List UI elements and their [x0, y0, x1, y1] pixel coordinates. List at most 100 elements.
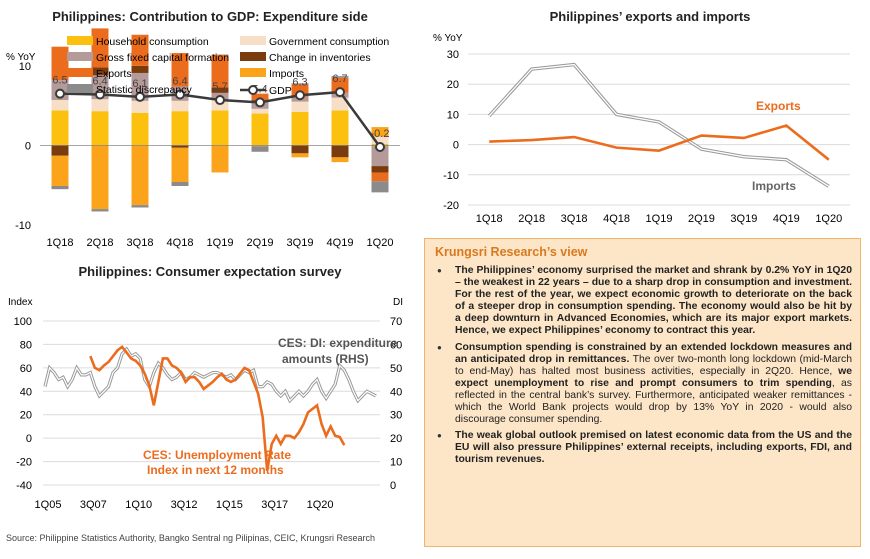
x-tick-label: 3Q19 — [287, 237, 314, 249]
x-tick-label: 1Q10 — [125, 499, 152, 511]
trade-chart-title: Philippines’ exports and imports — [549, 9, 751, 24]
survey-chart-title: Philippines: Consumer expectation survey — [78, 264, 342, 279]
y-right-tick-label: 20 — [390, 433, 402, 445]
y-left-tick-label: 20 — [20, 410, 32, 422]
y-tick-label: 30 — [447, 49, 459, 61]
gdp-data-label: 6.1 — [132, 78, 147, 90]
gdp-point — [55, 88, 65, 99]
bar-segment-exports — [91, 28, 109, 68]
y-tick-label: -10 — [443, 170, 459, 182]
bar-segment-discrepancy — [171, 182, 189, 186]
gdp-point — [335, 87, 345, 98]
gdp-data-label: -0.2 — [371, 128, 390, 140]
y-left-tick-label: -40 — [16, 480, 32, 492]
research-bullet-2-body: The over two-month long lockdown (mid-Ma… — [455, 353, 853, 377]
bar-segment-government — [211, 100, 229, 111]
research-bullet-2-tail: , as reflected in the central bank’s sur… — [455, 377, 852, 426]
x-tick-label: 1Q05 — [35, 499, 62, 511]
source-note: Source: Philippine Statistics Authority,… — [6, 533, 376, 543]
bar-segment-imports — [291, 153, 309, 158]
x-tick-label: 1Q19 — [207, 237, 234, 249]
x-tick-label: 3Q18 — [561, 213, 588, 225]
imports-series-label: Imports — [752, 179, 796, 193]
bar-segment-imports — [91, 145, 109, 210]
bar-segment-inventories — [211, 87, 229, 93]
bar-segment-household — [291, 111, 309, 146]
bar-segment-imports — [131, 145, 149, 206]
legend-swatch-inventories — [240, 52, 266, 61]
y-right-axis-label: DI — [393, 297, 403, 308]
bar-segment-imports — [371, 127, 389, 137]
x-tick-label: 1Q15 — [216, 499, 243, 511]
legend-swatch-government — [240, 36, 266, 45]
legend-label: Exports — [96, 68, 132, 80]
bar-segment-exports — [131, 34, 149, 66]
y-left-tick-label: 0 — [26, 433, 32, 445]
legend-swatch-imports — [240, 68, 266, 77]
legend-label: GDP — [269, 85, 292, 97]
x-tick-label: 2Q18 — [518, 213, 545, 225]
gdp-chart-title: Philippines: Contribution to GDP: Expend… — [52, 9, 368, 24]
y-right-tick-label: 60 — [390, 339, 402, 351]
bar-segment-exports — [251, 93, 269, 101]
gdp-point — [215, 95, 225, 106]
gdp-data-label: 6.3 — [292, 76, 307, 88]
y-left-tick-label: 100 — [14, 316, 32, 328]
gdp-data-label: 6.7 — [332, 73, 347, 85]
x-tick-label: 1Q20 — [367, 237, 394, 249]
x-tick-label: 4Q18 — [603, 213, 630, 225]
x-tick-label: 3Q19 — [730, 213, 757, 225]
x-tick-label: 1Q19 — [646, 213, 673, 225]
x-tick-label: 3Q07 — [80, 499, 107, 511]
legend-swatch-gfcf — [67, 52, 93, 61]
y-axis-unit: % YoY — [433, 33, 463, 44]
bar-segment-government — [51, 100, 69, 111]
bar-segment-exports — [211, 54, 229, 88]
bar-segment-discrepancy — [211, 54, 229, 56]
bar-segment-government — [91, 99, 109, 112]
y-tick-label: -20 — [443, 200, 459, 212]
ces-di-line — [44, 348, 377, 402]
x-tick-label: 2Q18 — [87, 237, 114, 249]
bar-segment-exports — [51, 46, 69, 81]
legend-swatch-exports — [67, 68, 93, 77]
bar-segment-imports — [331, 157, 349, 163]
bar-segment-government — [291, 101, 309, 112]
bar-segment-household — [331, 110, 349, 146]
y-right-tick-label: 30 — [390, 410, 402, 422]
unemployment-annotation: CES: Unemployment Rate — [143, 448, 291, 462]
gdp-data-label: 6.5 — [52, 75, 67, 87]
bar-segment-exports — [371, 172, 389, 182]
bar-segment-household — [131, 112, 149, 146]
bar-segment-discrepancy — [131, 205, 149, 208]
gdp-point — [135, 91, 145, 102]
bar-segment-government — [171, 100, 189, 112]
y-tick-label: 10 — [19, 61, 31, 73]
y-tick-label: 20 — [447, 79, 459, 91]
bar-segment-government — [331, 97, 349, 111]
bar-segment-household — [51, 110, 69, 146]
x-tick-label: 4Q19 — [327, 237, 354, 249]
legend-swatch-discrepancy — [67, 84, 93, 93]
x-tick-label: 2Q19 — [247, 237, 274, 249]
gdp-point — [175, 89, 185, 100]
legend-label: Statistic discrepancy — [96, 84, 192, 96]
x-tick-label: 1Q20 — [815, 213, 842, 225]
y-left-tick-label: 60 — [20, 363, 32, 375]
gdp-data-label: 6.4 — [92, 75, 107, 87]
bar-segment-inventories — [131, 65, 149, 73]
bar-segment-discrepancy — [331, 76, 349, 78]
bar-segment-gfcf — [131, 72, 149, 101]
research-bullet-1: The Philippines’ economy surprised the m… — [437, 265, 852, 338]
y-tick-label: 0 — [25, 140, 31, 152]
unemployment-annotation: Index in next 12 months — [147, 463, 284, 477]
bar-segment-household — [91, 111, 109, 146]
legend-label: Gross fixed capital formation — [96, 52, 229, 64]
gdp-point — [295, 90, 305, 101]
research-bullet-2: Consumption spending is constrained by a… — [437, 342, 853, 427]
research-bullet-2-emphasis: we expect unemployment to rise and promp… — [455, 365, 852, 389]
bar-segment-imports — [51, 155, 69, 186]
y-left-tick-label: -20 — [16, 457, 32, 469]
